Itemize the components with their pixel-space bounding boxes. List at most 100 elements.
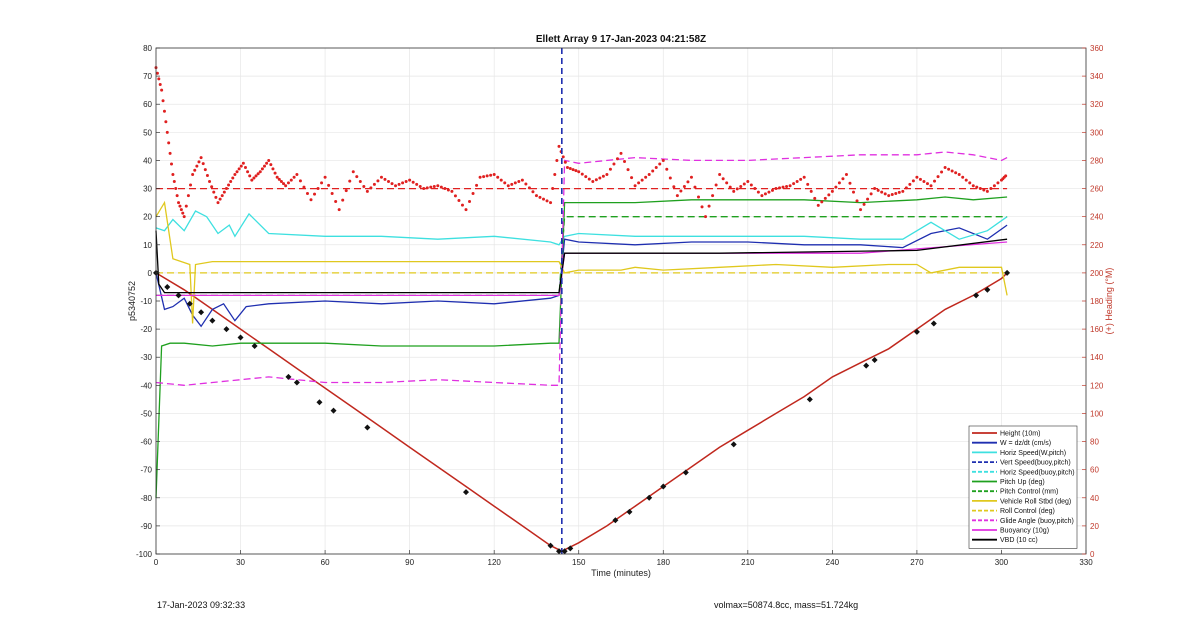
heading-point bbox=[172, 180, 176, 184]
height-marker bbox=[237, 334, 244, 341]
heading-point bbox=[358, 180, 362, 184]
x-tick-label: 330 bbox=[1079, 558, 1093, 567]
y-tick-label: -20 bbox=[140, 325, 152, 334]
heading-point bbox=[689, 175, 693, 179]
height-marker bbox=[285, 373, 292, 380]
height-marker bbox=[561, 548, 568, 555]
heading-point bbox=[619, 151, 623, 155]
heading-point bbox=[376, 179, 380, 183]
heading-point bbox=[668, 176, 672, 180]
x-tick-label: 180 bbox=[657, 558, 671, 567]
heading-point bbox=[482, 175, 486, 179]
heading-point bbox=[936, 175, 940, 179]
heading-point bbox=[496, 175, 500, 179]
heading-point bbox=[612, 162, 616, 166]
heading-point bbox=[852, 190, 855, 194]
heading-point bbox=[252, 176, 256, 180]
heading-point bbox=[184, 204, 188, 208]
heading-point bbox=[542, 197, 545, 201]
heading-point bbox=[714, 183, 718, 187]
heading-point bbox=[305, 191, 309, 195]
heading-point bbox=[954, 171, 958, 175]
heading-point bbox=[859, 208, 863, 212]
heading-point bbox=[933, 179, 937, 183]
heading-point bbox=[753, 187, 757, 191]
heading-point bbox=[239, 164, 243, 168]
heading-point bbox=[561, 155, 565, 159]
heading-point bbox=[289, 178, 293, 182]
height-marker bbox=[1004, 269, 1011, 276]
heading-point bbox=[887, 194, 891, 198]
y-tick-label: 50 bbox=[143, 128, 152, 137]
right-y-tick-label: 80 bbox=[1090, 438, 1099, 447]
heading-point bbox=[171, 173, 175, 176]
footer-info: volmax=50874.8cc, mass=51.724kg bbox=[714, 600, 859, 610]
heading-point bbox=[711, 194, 715, 198]
right-y-tick-labels: 0 20 40 60 80 100 120 140 160 180 200 220 240 260 280 3… bbox=[1082, 44, 1104, 559]
heading-point bbox=[735, 187, 739, 191]
heading-point bbox=[524, 182, 528, 186]
heading-point bbox=[584, 175, 588, 179]
heading-point bbox=[432, 184, 436, 188]
heading-point bbox=[243, 165, 247, 169]
right-y-tick-label: 100 bbox=[1090, 409, 1104, 418]
y-tick-label: -40 bbox=[140, 381, 152, 390]
heading-point bbox=[271, 167, 275, 171]
right-y-tick-label: 300 bbox=[1090, 128, 1104, 137]
heading-point bbox=[282, 182, 286, 186]
legend-label: Pitch Control (mm) bbox=[1000, 489, 1058, 496]
heading-point bbox=[866, 197, 870, 201]
series-line-8 bbox=[156, 241, 1008, 297]
heading-point bbox=[626, 168, 630, 172]
heading-point bbox=[408, 178, 412, 182]
heading-point bbox=[292, 175, 296, 179]
heading-point bbox=[327, 183, 331, 187]
heading-point bbox=[277, 177, 281, 181]
heading-point bbox=[224, 187, 228, 191]
legend-label: Vehicle Roll Stbd (deg) bbox=[1000, 498, 1071, 505]
x-tick-label: 270 bbox=[910, 558, 924, 567]
heading-point bbox=[341, 198, 345, 202]
y-tick-label: -90 bbox=[140, 522, 152, 531]
heading-point bbox=[571, 168, 575, 172]
right-y-tick-label: 260 bbox=[1090, 185, 1104, 194]
y-tick-label: 20 bbox=[143, 213, 152, 222]
heading-point bbox=[725, 181, 729, 185]
heading-point bbox=[844, 173, 848, 176]
heading-point bbox=[260, 167, 264, 171]
y-tick-label: 80 bbox=[143, 44, 152, 53]
heading-point bbox=[298, 179, 302, 183]
height-marker bbox=[316, 399, 323, 406]
heading-point bbox=[478, 175, 482, 179]
heading-point bbox=[436, 184, 440, 188]
heading-point bbox=[334, 200, 338, 204]
heading-point bbox=[506, 184, 510, 188]
height-marker bbox=[175, 292, 182, 299]
heading-point bbox=[160, 88, 164, 92]
heading-point bbox=[799, 177, 803, 181]
height-marker bbox=[863, 362, 870, 369]
heading-point bbox=[214, 195, 218, 199]
heading-point bbox=[555, 158, 559, 162]
heading-point bbox=[637, 181, 641, 185]
heading-point bbox=[199, 156, 203, 160]
heading-point bbox=[492, 173, 496, 176]
right-y-tick-label: 0 bbox=[1090, 550, 1095, 559]
heading-point bbox=[387, 180, 390, 184]
heading-point bbox=[390, 182, 394, 186]
heading-point bbox=[848, 181, 852, 185]
heading-point bbox=[922, 180, 926, 184]
heading-point bbox=[284, 184, 288, 188]
heading-point bbox=[531, 190, 535, 194]
right-y-tick-label: 320 bbox=[1090, 100, 1104, 109]
heading-point bbox=[250, 178, 254, 182]
heading-point bbox=[181, 211, 185, 215]
heading-point bbox=[337, 208, 341, 212]
heading-point bbox=[770, 188, 774, 192]
heading-point bbox=[591, 180, 595, 184]
heading-point bbox=[520, 178, 524, 182]
x-tick-labels: 0 30 60 90 120 150 180 210 240 270 300 330 bbox=[154, 550, 1093, 567]
heading-point bbox=[767, 190, 771, 194]
heading-point bbox=[534, 194, 538, 198]
heading-point bbox=[157, 77, 161, 81]
